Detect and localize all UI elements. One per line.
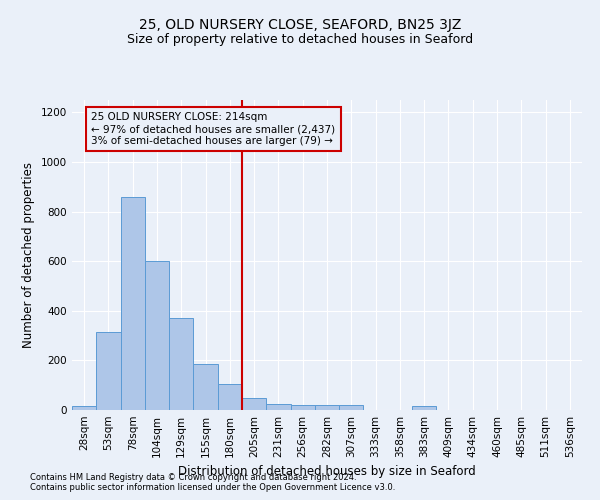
Bar — [72, 406, 96, 410]
Bar — [339, 405, 364, 410]
Bar — [242, 398, 266, 410]
Bar — [169, 318, 193, 410]
Text: Contains HM Land Registry data © Crown copyright and database right 2024.: Contains HM Land Registry data © Crown c… — [30, 474, 356, 482]
Bar — [412, 406, 436, 410]
Bar — [218, 384, 242, 410]
Text: 25 OLD NURSERY CLOSE: 214sqm
← 97% of detached houses are smaller (2,437)
3% of : 25 OLD NURSERY CLOSE: 214sqm ← 97% of de… — [91, 112, 335, 146]
Text: Contains public sector information licensed under the Open Government Licence v3: Contains public sector information licen… — [30, 484, 395, 492]
Bar — [96, 332, 121, 410]
Bar — [121, 196, 145, 410]
Bar — [266, 404, 290, 410]
Text: Size of property relative to detached houses in Seaford: Size of property relative to detached ho… — [127, 32, 473, 46]
Bar — [290, 405, 315, 410]
X-axis label: Distribution of detached houses by size in Seaford: Distribution of detached houses by size … — [178, 466, 476, 478]
Y-axis label: Number of detached properties: Number of detached properties — [22, 162, 35, 348]
Bar — [145, 261, 169, 410]
Bar — [193, 364, 218, 410]
Bar — [315, 405, 339, 410]
Text: 25, OLD NURSERY CLOSE, SEAFORD, BN25 3JZ: 25, OLD NURSERY CLOSE, SEAFORD, BN25 3JZ — [139, 18, 461, 32]
